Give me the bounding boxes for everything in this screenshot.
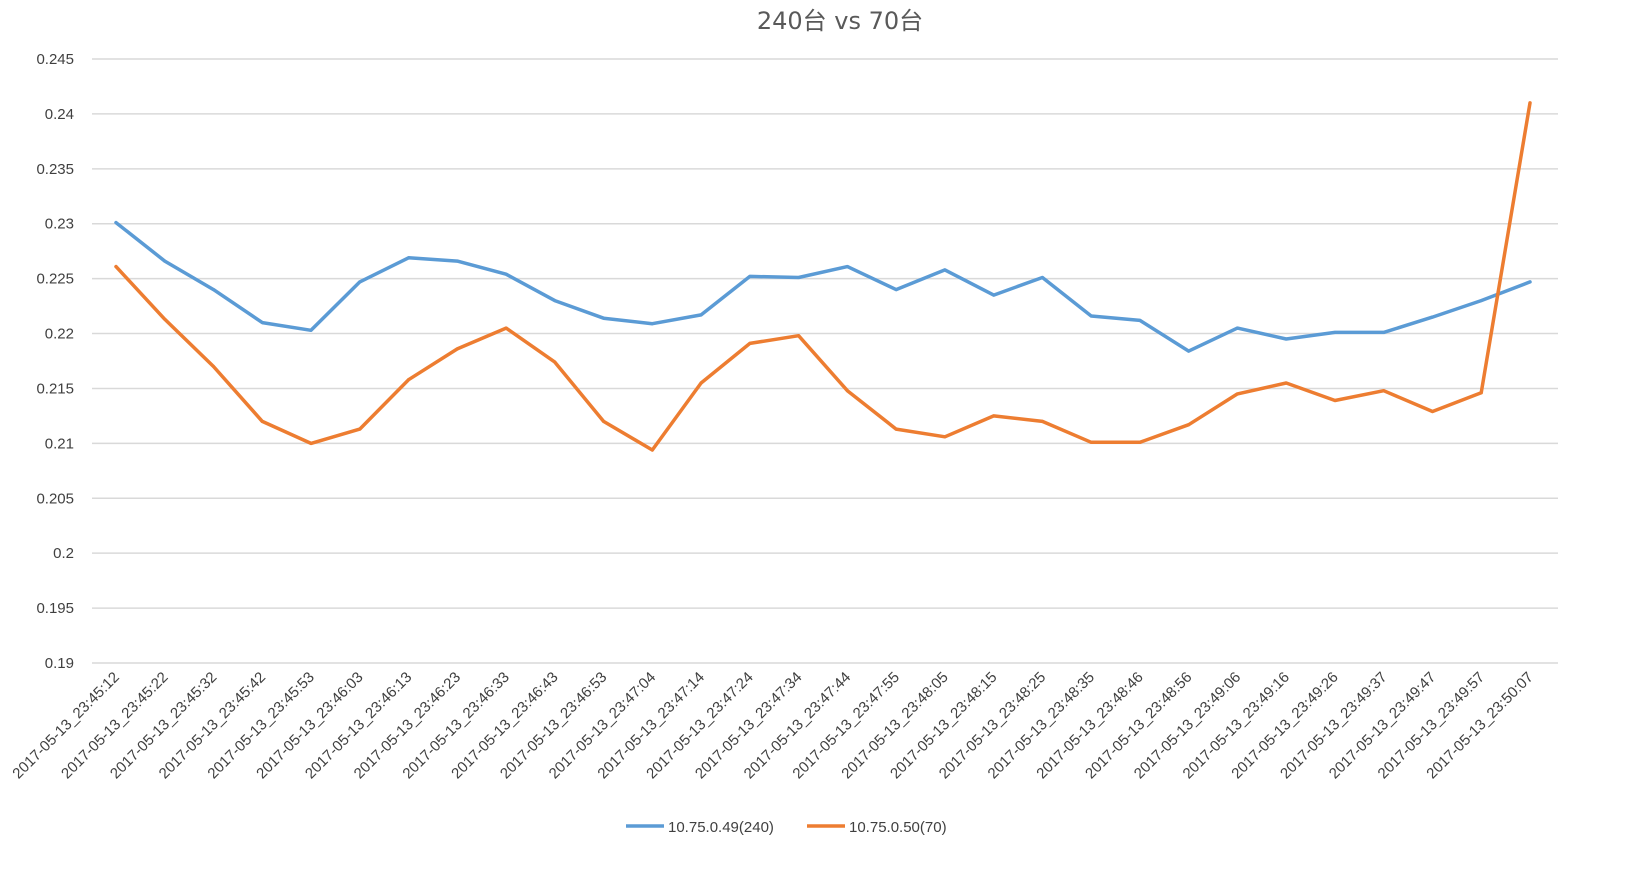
y-tick-label: 0.21: [45, 435, 74, 452]
data-point: [1284, 337, 1288, 341]
data-point: [602, 316, 606, 320]
data-point: [1040, 276, 1044, 280]
data-point: [1479, 299, 1483, 303]
data-point: [212, 288, 216, 292]
data-point: [114, 265, 118, 269]
data-point: [260, 419, 264, 423]
data-point: [845, 389, 849, 393]
data-point: [1187, 349, 1191, 353]
data-point: [992, 293, 996, 297]
data-point: [1235, 326, 1239, 330]
data-point: [1040, 419, 1044, 423]
data-point: [1235, 392, 1239, 396]
y-tick-label: 0.2: [53, 545, 74, 562]
data-point: [943, 435, 947, 439]
data-point: [1382, 389, 1386, 393]
data-point: [1430, 315, 1434, 319]
data-point: [163, 259, 167, 263]
data-point: [992, 414, 996, 418]
y-tick-label: 0.24: [45, 106, 74, 123]
series-line-2: [114, 101, 1532, 452]
data-point: [358, 280, 362, 284]
data-point: [1089, 440, 1093, 444]
data-point: [1284, 381, 1288, 385]
y-tick-label: 0.205: [36, 490, 74, 507]
data-point: [309, 328, 313, 332]
data-point: [1528, 101, 1532, 105]
data-point: [553, 299, 557, 303]
data-point: [1333, 399, 1337, 403]
legend-label: 10.75.0.50(70): [849, 819, 947, 836]
data-point: [845, 265, 849, 269]
data-point: [1382, 330, 1386, 334]
data-point: [797, 276, 801, 280]
data-point: [650, 322, 654, 326]
data-point: [163, 317, 167, 321]
legend: 10.75.0.49(240) 10.75.0.50(70): [626, 819, 947, 836]
gridlines: [92, 58, 1558, 664]
data-point: [455, 259, 459, 263]
data-point: [1138, 318, 1142, 322]
data-point: [699, 381, 703, 385]
y-tick-label: 0.22: [45, 326, 74, 343]
y-tick-label: 0.245: [36, 51, 74, 68]
data-point: [114, 221, 118, 225]
data-point: [894, 288, 898, 292]
data-point: [650, 448, 654, 452]
data-point: [602, 419, 606, 423]
x-axis-ticks: 2017-05-13_23:45:122017-05-13_23:45:2220…: [9, 669, 1536, 782]
y-tick-label: 0.23: [45, 216, 74, 233]
legend-label: 10.75.0.49(240): [668, 819, 774, 836]
data-point: [407, 378, 411, 382]
chart-title: 240台 vs 70台: [757, 7, 923, 35]
y-tick-label: 0.195: [36, 600, 74, 617]
y-tick-label: 0.215: [36, 380, 74, 397]
data-point: [212, 364, 216, 368]
data-point: [1528, 280, 1532, 284]
series-line-1: [114, 220, 1532, 353]
data-point: [894, 427, 898, 431]
data-point: [797, 334, 801, 338]
data-point: [748, 341, 752, 345]
y-tick-label: 0.225: [36, 271, 74, 288]
series-lines: [114, 101, 1532, 452]
data-point: [1089, 314, 1093, 318]
data-point: [943, 268, 947, 272]
data-point: [407, 256, 411, 260]
data-point: [1479, 391, 1483, 395]
y-tick-label: 0.19: [45, 655, 74, 672]
data-point: [358, 427, 362, 431]
y-axis-ticks: 0.19 0.195 0.2 0.205 0.21 0.215 0.22 0.225 0.23 0…: [36, 51, 74, 672]
y-tick-label: 0.235: [36, 161, 74, 178]
data-point: [1138, 440, 1142, 444]
data-point: [748, 274, 752, 278]
data-point: [1333, 330, 1337, 334]
data-point: [553, 360, 557, 364]
data-point: [260, 321, 264, 325]
data-point: [1187, 423, 1191, 427]
data-point: [309, 441, 313, 445]
data-point: [504, 326, 508, 330]
data-point: [504, 272, 508, 276]
data-point: [455, 347, 459, 351]
data-point: [1430, 410, 1434, 414]
data-point: [699, 313, 703, 317]
